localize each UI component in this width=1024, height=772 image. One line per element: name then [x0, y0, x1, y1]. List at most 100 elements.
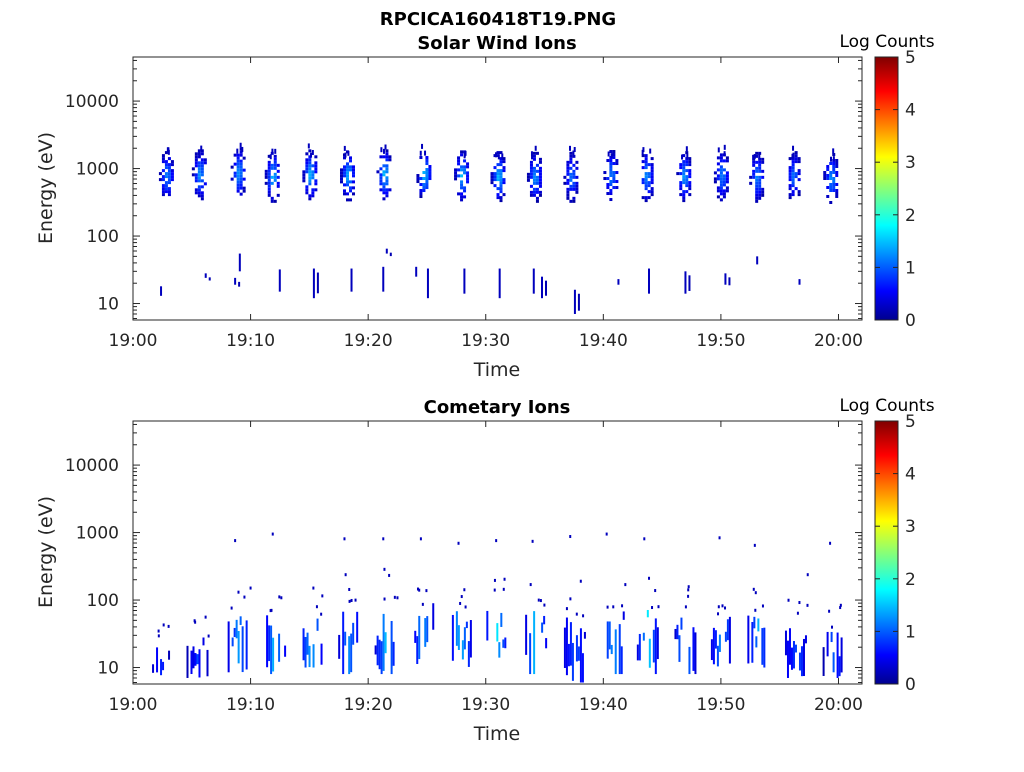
- colorbar-ticks: 0 1 2 3 4 5: [875, 412, 916, 695]
- heatmap-cell: [270, 199, 274, 203]
- heatmap-cell: [688, 184, 692, 188]
- scatter-pixel: [787, 598, 790, 602]
- heatmap-cell: [716, 174, 720, 178]
- heatmap-cell: [832, 167, 836, 171]
- heatmap-cell: [710, 639, 713, 661]
- ion-burst: [636, 576, 660, 675]
- heatmap-cell: [168, 650, 171, 660]
- heatmap-cell: [374, 645, 377, 655]
- heatmap-cell: [647, 196, 651, 200]
- heatmap-cell: [167, 157, 171, 161]
- heatmap-cell: [826, 185, 830, 189]
- heatmap-cell: [829, 176, 833, 180]
- heatmap-cell: [755, 190, 759, 194]
- heatmap-cell: [460, 180, 464, 184]
- heatmap-cell: [832, 148, 835, 154]
- heatmap-cell: [835, 158, 839, 162]
- heatmap-cell: [758, 187, 762, 191]
- y-tick-label: 100: [87, 591, 119, 611]
- ion-burst: [486, 577, 507, 658]
- ion-cluster: [191, 145, 207, 201]
- heatmap-cell: [694, 632, 697, 675]
- heatmap-cell: [466, 165, 470, 169]
- heatmap-cell: [609, 180, 613, 184]
- heatmap-cell: [575, 181, 579, 185]
- heatmap-cell: [650, 181, 654, 185]
- heatmap-cell: [794, 151, 798, 155]
- heatmap-cell: [791, 181, 795, 185]
- heatmap-cell: [790, 647, 793, 670]
- scatter-pixel: [503, 577, 506, 581]
- colorbar-tick-label: 5: [905, 412, 916, 432]
- scatter-pixel: [204, 615, 207, 619]
- heatmap-cell: [200, 167, 204, 171]
- scatter-pixel: [348, 587, 351, 591]
- heatmap-cell: [566, 187, 570, 191]
- heatmap-cell: [196, 654, 199, 665]
- heatmap-cell: [716, 186, 720, 190]
- scatter-pixel: [798, 601, 801, 605]
- heatmap-cell: [529, 633, 532, 675]
- heatmap-cell: [308, 170, 312, 174]
- heatmap-cell: [351, 165, 355, 169]
- heatmap-cell: [532, 187, 536, 191]
- heatmap-cell: [761, 169, 765, 173]
- heatmap-cell: [823, 173, 827, 177]
- heatmap-cell: [382, 155, 386, 159]
- scatter-pixel: [237, 590, 240, 594]
- scatter-pixel: [320, 612, 323, 616]
- heatmap-cell: [718, 634, 721, 652]
- heatmap-cell: [752, 154, 755, 160]
- heatmap-cell: [302, 173, 306, 177]
- heatmap-cell: [242, 186, 246, 190]
- heatmap-cell: [688, 163, 692, 167]
- heatmap-cell: [644, 166, 648, 170]
- heatmap-cell: [719, 153, 723, 157]
- ion-burst: [302, 586, 324, 668]
- heatmap-cell: [535, 181, 539, 185]
- ion-cluster: [641, 147, 654, 203]
- heatmap-cell: [749, 175, 753, 179]
- heatmap-cell: [348, 168, 352, 172]
- heatmap-cell: [763, 627, 766, 668]
- heatmap-cell: [460, 174, 464, 178]
- heatmap-cell: [382, 173, 386, 177]
- heatmap-cell: [615, 186, 619, 190]
- heatmap-cell: [535, 151, 539, 155]
- low-energy-streak: [688, 275, 691, 291]
- heatmap-cell: [267, 184, 271, 188]
- heatmap-cell: [167, 169, 171, 173]
- heatmap-cell: [490, 181, 494, 185]
- heatmap-cell: [203, 161, 207, 165]
- heatmap-cell: [535, 178, 539, 182]
- heatmap-cell: [618, 624, 621, 675]
- heatmap-cell: [646, 609, 649, 618]
- heatmap-cell: [725, 186, 729, 190]
- low-energy-streak: [312, 268, 315, 299]
- heatmap-cell: [575, 184, 579, 188]
- y-tick-label: 1000: [76, 160, 119, 180]
- heatmap-cell: [755, 151, 759, 155]
- heatmap-cell: [239, 183, 243, 187]
- heatmap-cell: [348, 198, 352, 202]
- heatmap-cell: [573, 147, 576, 153]
- heatmap-cell: [499, 181, 503, 185]
- heatmap-cell: [794, 187, 798, 191]
- low-energy-streak: [617, 279, 620, 285]
- heatmap-cell: [425, 180, 429, 184]
- ion-cluster: [302, 143, 318, 201]
- heatmap-cell: [529, 190, 533, 194]
- heatmap-cell: [197, 164, 201, 168]
- heatmap-cell: [419, 195, 423, 199]
- heatmap-cell: [572, 169, 576, 173]
- heatmap-cell: [385, 194, 389, 198]
- heatmap-cell: [460, 186, 464, 190]
- figure-file-title: RPCICA160418T19.PNG: [380, 9, 616, 30]
- scatter-pixel: [383, 597, 386, 601]
- heatmap-cell: [788, 172, 792, 176]
- heatmap-cell: [463, 165, 467, 169]
- heatmap-cell: [719, 171, 723, 175]
- low-energy-streak: [316, 272, 319, 294]
- heatmap-cell: [535, 196, 539, 200]
- heatmap-cell: [382, 182, 386, 186]
